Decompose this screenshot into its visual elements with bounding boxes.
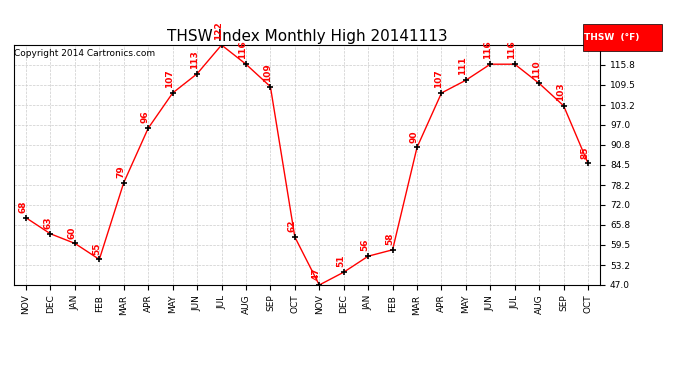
Text: 113: 113 xyxy=(190,50,199,69)
Title: THSW Index Monthly High 20141113: THSW Index Monthly High 20141113 xyxy=(167,29,447,44)
Text: 109: 109 xyxy=(263,63,272,82)
Text: 122: 122 xyxy=(214,21,223,40)
Text: 68: 68 xyxy=(19,201,28,213)
Text: 110: 110 xyxy=(532,60,541,79)
Text: 58: 58 xyxy=(385,232,394,245)
Text: 79: 79 xyxy=(117,165,126,178)
Text: 47: 47 xyxy=(312,267,321,280)
Text: 107: 107 xyxy=(434,69,443,88)
Text: 60: 60 xyxy=(68,226,77,238)
Text: 51: 51 xyxy=(336,255,345,267)
Text: 116: 116 xyxy=(507,40,516,59)
Text: 96: 96 xyxy=(141,111,150,123)
Text: THSW  (°F): THSW (°F) xyxy=(584,33,640,42)
Text: 116: 116 xyxy=(483,40,492,59)
Text: 63: 63 xyxy=(43,216,52,229)
Text: 116: 116 xyxy=(239,40,248,59)
Text: 56: 56 xyxy=(361,239,370,251)
Text: 55: 55 xyxy=(92,242,101,255)
Text: 107: 107 xyxy=(165,69,174,88)
Text: 103: 103 xyxy=(556,82,565,101)
Text: 85: 85 xyxy=(581,146,590,159)
Text: 111: 111 xyxy=(458,57,467,75)
Text: Copyright 2014 Cartronics.com: Copyright 2014 Cartronics.com xyxy=(14,49,155,58)
Text: 62: 62 xyxy=(288,220,297,232)
Text: 90: 90 xyxy=(410,130,419,142)
